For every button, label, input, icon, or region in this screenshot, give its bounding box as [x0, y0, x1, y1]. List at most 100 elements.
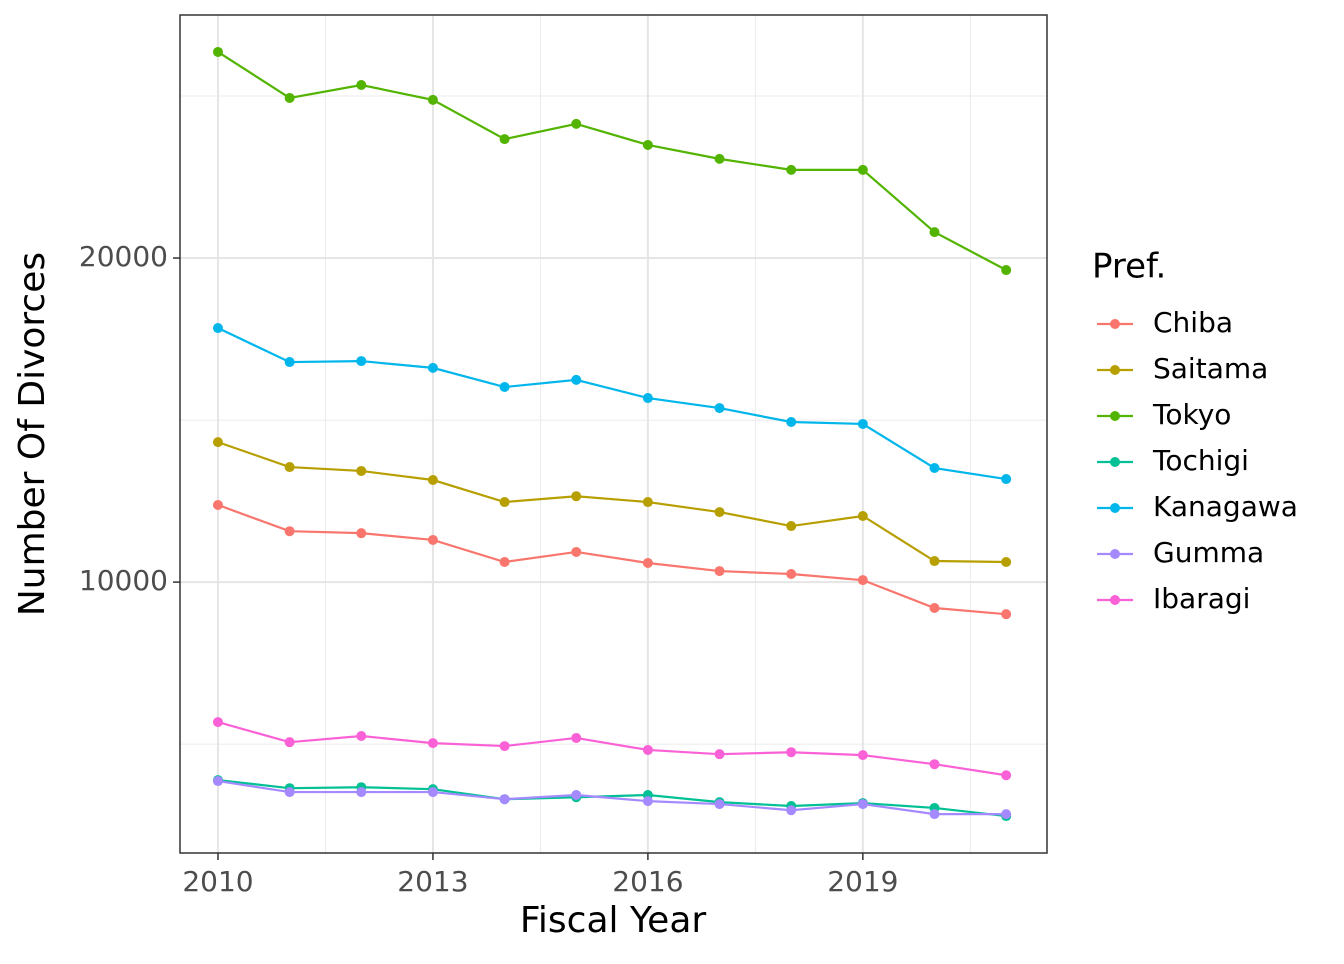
legend-label: Ibaragi [1153, 582, 1250, 615]
point [642, 139, 653, 150]
point [1001, 609, 1012, 620]
point [499, 741, 510, 752]
point [929, 463, 940, 474]
series-line [217, 327, 1007, 481]
point [571, 789, 582, 800]
point [571, 491, 582, 502]
point [857, 164, 868, 175]
point [284, 462, 295, 473]
point [356, 465, 367, 476]
point [786, 568, 797, 579]
series-line [217, 51, 1007, 272]
point [499, 794, 510, 805]
point [929, 556, 940, 567]
point [212, 46, 223, 57]
y-tick-label: 10000 [79, 564, 168, 597]
point [642, 744, 653, 755]
point [1001, 770, 1012, 781]
point [284, 526, 295, 537]
legend-key-point [1110, 549, 1120, 559]
point [786, 164, 797, 175]
x-tick-label: 2016 [612, 865, 683, 898]
point [427, 362, 438, 373]
x-tick-label: 2010 [182, 865, 253, 898]
point [427, 94, 438, 105]
point [929, 759, 940, 770]
point [356, 787, 367, 798]
legend-key-point [1110, 457, 1120, 467]
point [427, 534, 438, 545]
y-tick-label: 20000 [79, 240, 168, 273]
series-line [217, 441, 1007, 564]
point [212, 323, 223, 334]
point [427, 787, 438, 798]
legend-key-point [1110, 503, 1120, 513]
point [571, 546, 582, 557]
legend-label: Tochigi [1152, 444, 1249, 477]
point [571, 118, 582, 129]
point [714, 799, 725, 810]
point [642, 557, 653, 568]
point [284, 787, 295, 798]
legend-label: Chiba [1153, 306, 1233, 339]
legend-label: Tokyo [1152, 398, 1231, 431]
legend-key-point [1110, 595, 1120, 605]
point [857, 510, 868, 521]
point [284, 737, 295, 748]
point [714, 749, 725, 760]
point [571, 374, 582, 385]
x-tick-label: 2013 [397, 865, 468, 898]
point [1001, 265, 1012, 276]
point [499, 557, 510, 568]
point [786, 417, 797, 428]
point [642, 796, 653, 807]
point [857, 575, 868, 586]
point [212, 499, 223, 510]
legend-label: Saitama [1153, 352, 1268, 385]
point [427, 475, 438, 486]
point [857, 799, 868, 810]
point [284, 92, 295, 103]
point [857, 750, 868, 761]
point [499, 497, 510, 508]
point [929, 227, 940, 238]
point [356, 528, 367, 539]
point [356, 356, 367, 367]
point [857, 418, 868, 429]
legend-key-point [1110, 365, 1120, 375]
point [499, 382, 510, 393]
point [499, 134, 510, 145]
x-axis-title: Fiscal Year [520, 900, 707, 941]
point [356, 79, 367, 90]
y-axis-title: Number Of Divorces [12, 252, 53, 616]
legend-key-point [1110, 319, 1120, 329]
series-line [217, 721, 1007, 777]
point [929, 603, 940, 614]
point [786, 805, 797, 816]
point [284, 357, 295, 368]
legend-label: Gumma [1153, 536, 1264, 569]
point [212, 717, 223, 728]
point [714, 153, 725, 164]
point [571, 732, 582, 743]
point [714, 507, 725, 518]
point [786, 747, 797, 758]
legend-key-point [1110, 411, 1120, 421]
series-line [217, 503, 1007, 616]
point [642, 497, 653, 508]
point [714, 566, 725, 577]
series-line [217, 778, 1007, 818]
point [1001, 474, 1012, 485]
point [1001, 809, 1012, 820]
point [642, 393, 653, 404]
point [212, 437, 223, 448]
point [786, 521, 797, 532]
point [714, 403, 725, 414]
series-line [217, 779, 1007, 816]
plot-border [179, 14, 1048, 854]
point [427, 738, 438, 749]
point [1001, 557, 1012, 568]
point [929, 809, 940, 820]
